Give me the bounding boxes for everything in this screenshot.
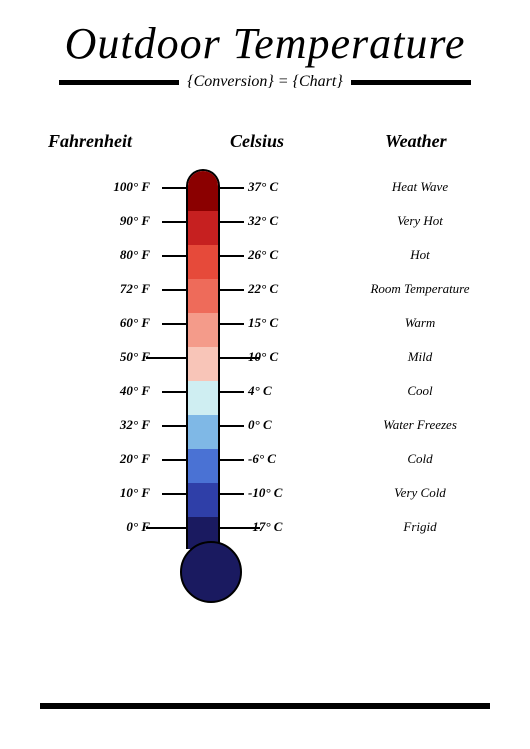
tick-left bbox=[162, 425, 186, 427]
fahrenheit-label: 60° F bbox=[90, 315, 150, 331]
rule-right bbox=[351, 80, 471, 85]
tick-right bbox=[220, 391, 244, 393]
tick-right bbox=[220, 493, 244, 495]
tick-left bbox=[162, 187, 186, 189]
celsius-label: -10° C bbox=[248, 485, 308, 501]
weather-label: Cold bbox=[340, 451, 500, 467]
celsius-label: 22° C bbox=[248, 281, 308, 297]
celsius-label: 32° C bbox=[248, 213, 308, 229]
fahrenheit-label: 90° F bbox=[90, 213, 150, 229]
celsius-label: 4° C bbox=[248, 383, 308, 399]
weather-label: Warm bbox=[340, 315, 500, 331]
header-fahrenheit: Fahrenheit bbox=[48, 131, 132, 152]
fahrenheit-label: 100° F bbox=[90, 179, 150, 195]
tick-left bbox=[162, 459, 186, 461]
thermometer-segment bbox=[188, 279, 218, 313]
subtitle-row: {Conversion} = {Chart} bbox=[0, 73, 530, 91]
weather-label: Mild bbox=[340, 349, 500, 365]
weather-label: Very Hot bbox=[340, 213, 500, 229]
fahrenheit-label: 50° F bbox=[90, 349, 150, 365]
thermometer-segment bbox=[188, 415, 218, 449]
thermometer-segment bbox=[188, 177, 218, 211]
thermometer-tube bbox=[186, 169, 220, 549]
thermometer-segment bbox=[188, 313, 218, 347]
tick-left bbox=[146, 527, 186, 529]
tick-left bbox=[162, 323, 186, 325]
thermometer-segment bbox=[188, 381, 218, 415]
thermometer-bulb bbox=[180, 541, 242, 603]
tick-right bbox=[220, 459, 244, 461]
bottom-rule bbox=[40, 703, 490, 709]
weather-label: Very Cold bbox=[340, 485, 500, 501]
celsius-label: 0° C bbox=[248, 417, 308, 433]
fahrenheit-label: 0° F bbox=[90, 519, 150, 535]
weather-label: Room Temperature bbox=[340, 281, 500, 297]
thermometer-segment bbox=[188, 483, 218, 517]
thermometer-segment bbox=[188, 211, 218, 245]
celsius-label: 37° C bbox=[248, 179, 308, 195]
tick-left bbox=[162, 391, 186, 393]
celsius-label: 10° C bbox=[248, 349, 308, 365]
fahrenheit-label: 20° F bbox=[90, 451, 150, 467]
weather-label: Hot bbox=[340, 247, 500, 263]
thermometer bbox=[180, 169, 226, 603]
chart-area: Fahrenheit Celsius Weather 100° F 37° C He… bbox=[0, 131, 530, 651]
tick-right bbox=[220, 425, 244, 427]
fahrenheit-label: 32° F bbox=[90, 417, 150, 433]
tick-right bbox=[220, 187, 244, 189]
weather-label: Cool bbox=[340, 383, 500, 399]
weather-label: Frigid bbox=[340, 519, 500, 535]
tick-right bbox=[220, 255, 244, 257]
thermometer-segment bbox=[188, 449, 218, 483]
fahrenheit-label: 40° F bbox=[90, 383, 150, 399]
celsius-label: 15° C bbox=[248, 315, 308, 331]
tick-right bbox=[220, 221, 244, 223]
tick-left bbox=[162, 221, 186, 223]
fahrenheit-label: 80° F bbox=[90, 247, 150, 263]
celsius-label: -6° C bbox=[248, 451, 308, 467]
celsius-label: -17° C bbox=[248, 519, 308, 535]
tick-left bbox=[162, 289, 186, 291]
fahrenheit-label: 72° F bbox=[90, 281, 150, 297]
tick-right bbox=[220, 289, 244, 291]
weather-label: Water Freezes bbox=[340, 417, 500, 433]
tick-left bbox=[146, 357, 186, 359]
tick-left bbox=[162, 493, 186, 495]
thermometer-segment bbox=[188, 347, 218, 381]
header-weather: Weather bbox=[385, 131, 447, 152]
subtitle: {Conversion} = {Chart} bbox=[187, 73, 343, 91]
celsius-label: 26° C bbox=[248, 247, 308, 263]
weather-label: Heat Wave bbox=[340, 179, 500, 195]
fahrenheit-label: 10° F bbox=[90, 485, 150, 501]
page-title: Outdoor Temperature bbox=[0, 0, 530, 69]
header-celsius: Celsius bbox=[230, 131, 284, 152]
thermometer-segment bbox=[188, 245, 218, 279]
tick-left bbox=[162, 255, 186, 257]
tick-right bbox=[220, 323, 244, 325]
rule-left bbox=[59, 80, 179, 85]
